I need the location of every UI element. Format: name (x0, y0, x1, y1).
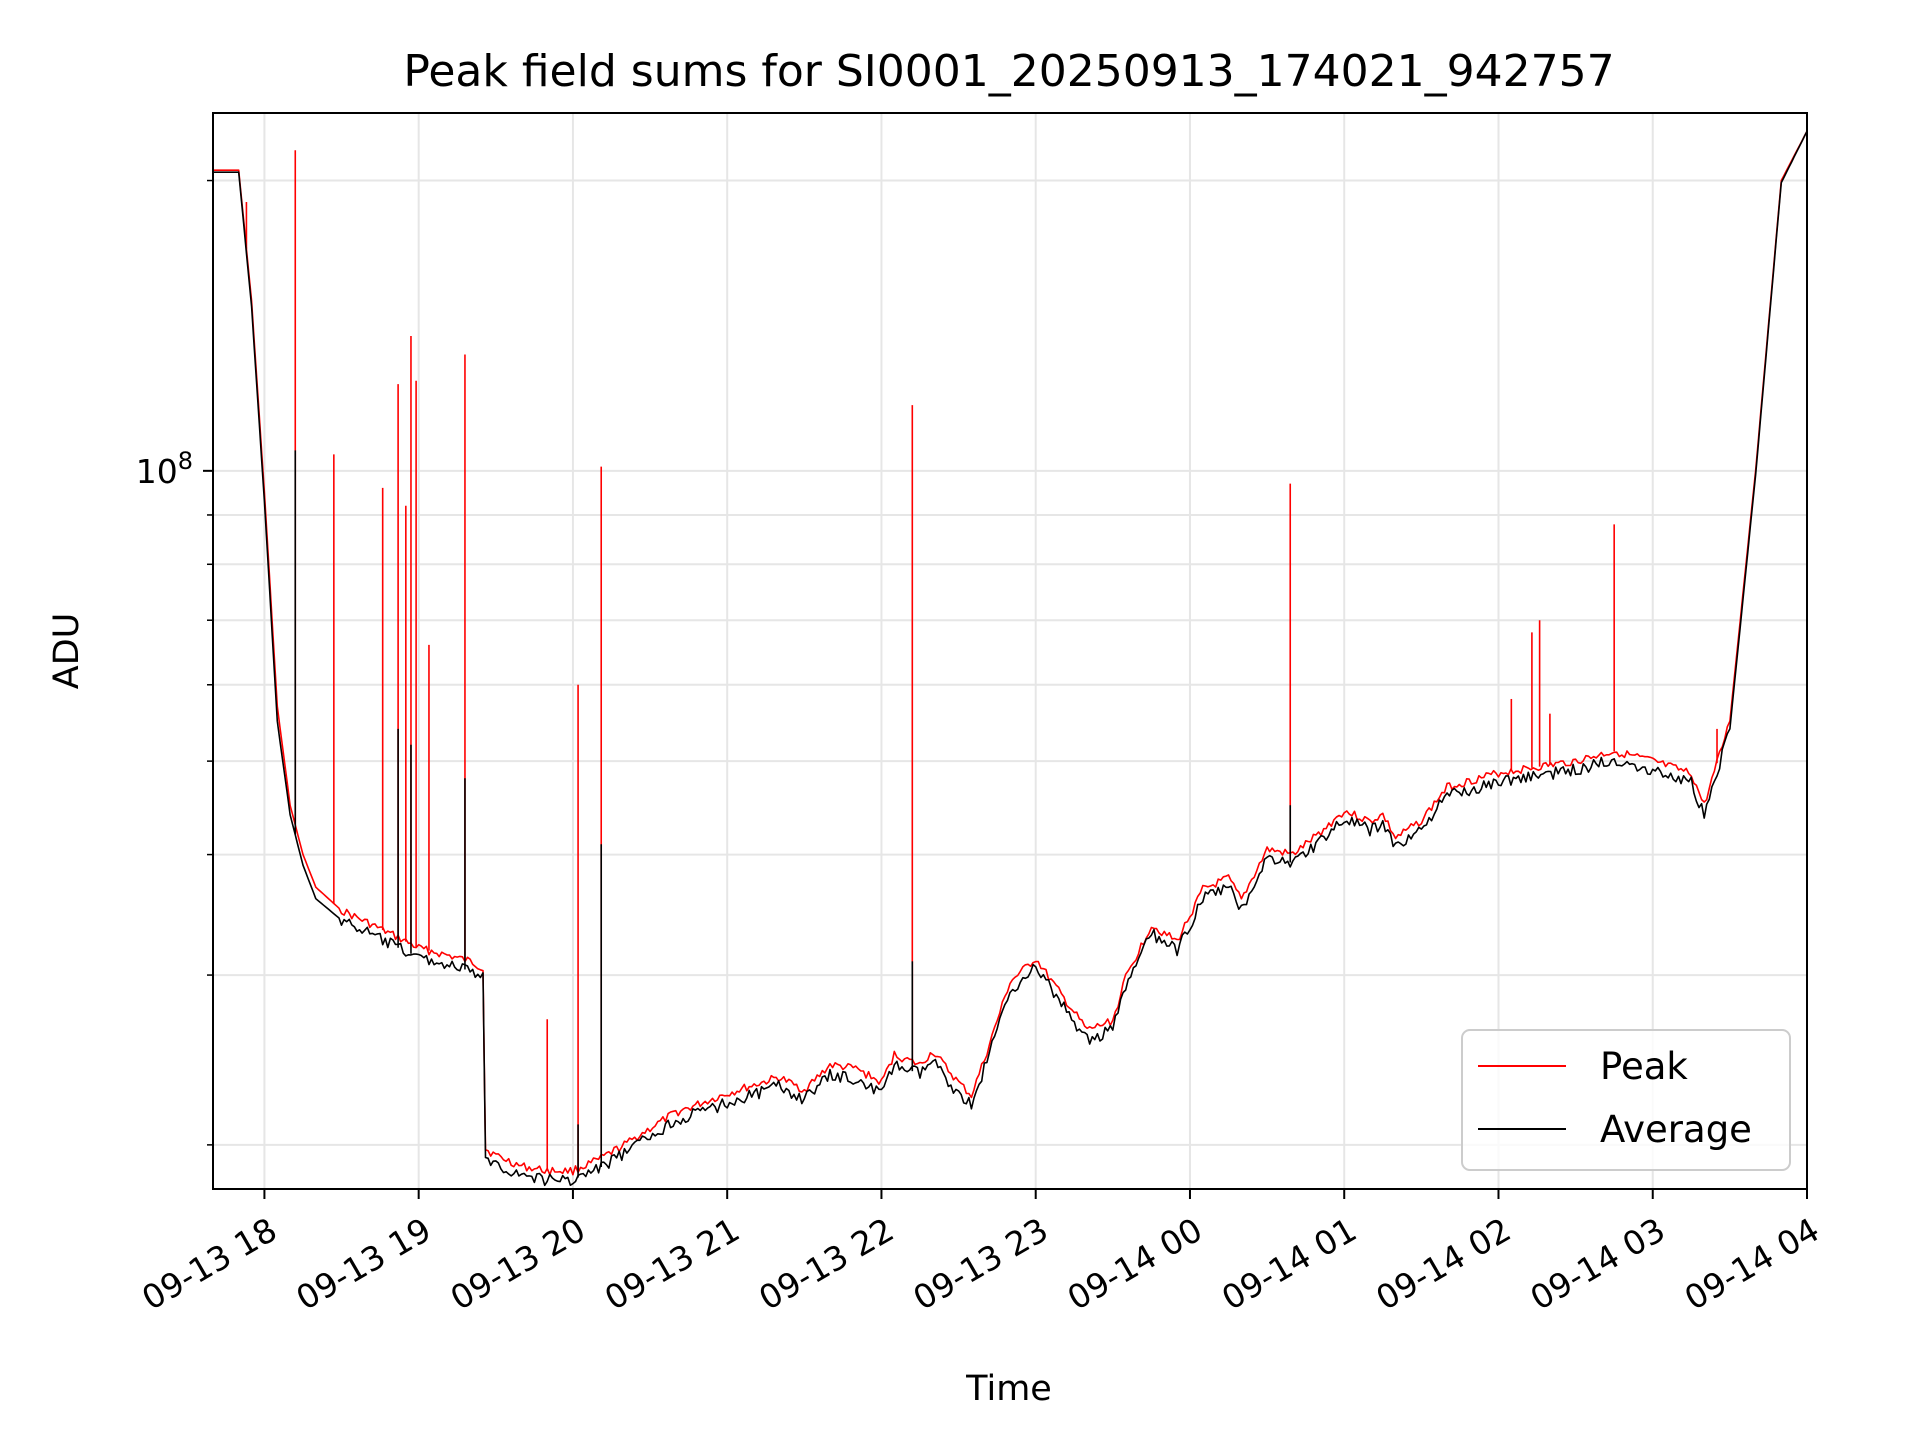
legend-label-average: Average (1600, 1108, 1752, 1151)
y-axis-label: ADU (47, 613, 87, 690)
chart-title: Peak field sums for SI0001_20250913_1740… (403, 46, 1614, 97)
series-average (213, 130, 1807, 1187)
legend: Peak Average (1461, 1029, 1791, 1171)
y-tick-label: 108 (136, 447, 193, 491)
x-axis-label: Time (965, 1369, 1052, 1409)
series-layer (213, 130, 1807, 1187)
plot-area (213, 130, 1807, 1187)
series-line-peak (213, 130, 1807, 1176)
plot-frame (212, 112, 1808, 1190)
series-line-average (213, 130, 1807, 1187)
legend-label-peak: Peak (1600, 1045, 1688, 1088)
